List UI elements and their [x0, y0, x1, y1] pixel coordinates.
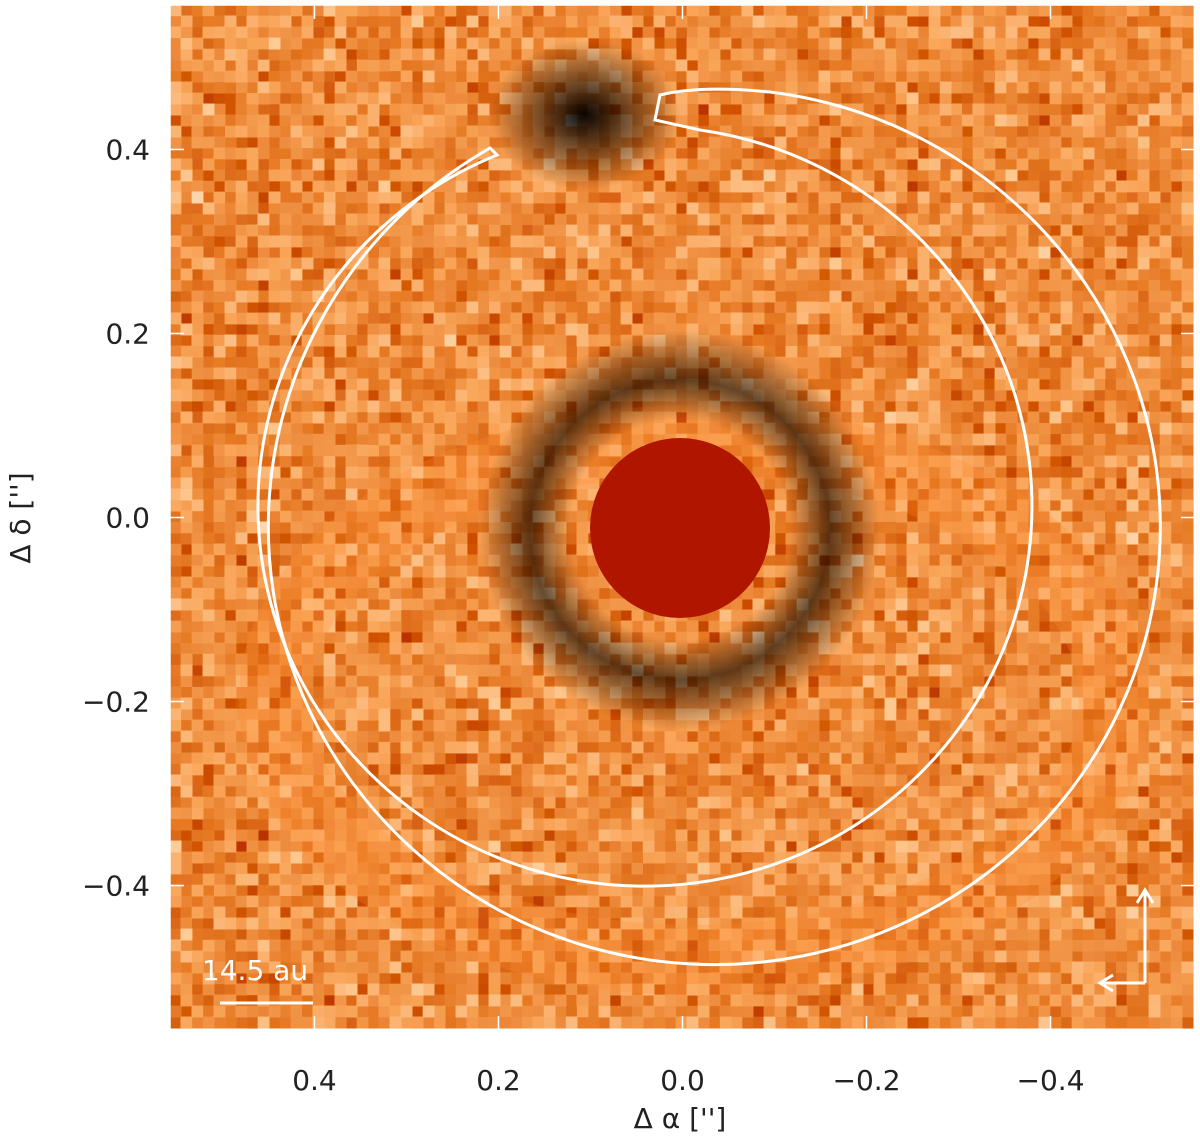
- compass: [1097, 887, 1155, 993]
- x-tick-label: 0.0: [660, 1064, 705, 1097]
- y-tick-label: 0.4: [105, 133, 150, 166]
- image: 14.5 au: [170, 5, 1195, 1030]
- y-axis-label: Δ δ ['']: [4, 472, 37, 563]
- contour: [256, 87, 1162, 967]
- x-axis-label: Δ α ['']: [634, 1102, 727, 1135]
- y-tick-label: −0.4: [82, 870, 150, 903]
- x-tick-label: 0.2: [476, 1064, 521, 1097]
- x-tick-label: −0.4: [1017, 1064, 1085, 1097]
- dark-blob: [490, 40, 680, 190]
- mask: [590, 438, 770, 618]
- x-tick-label: −0.2: [833, 1064, 901, 1097]
- y-tick-label: 0.2: [105, 317, 150, 350]
- y-tick-label: −0.2: [82, 686, 150, 719]
- scale-bar-label: 14.5 au: [202, 954, 308, 987]
- x-tick-label: 0.4: [292, 1064, 337, 1097]
- y-tick-label: 0.0: [105, 502, 150, 535]
